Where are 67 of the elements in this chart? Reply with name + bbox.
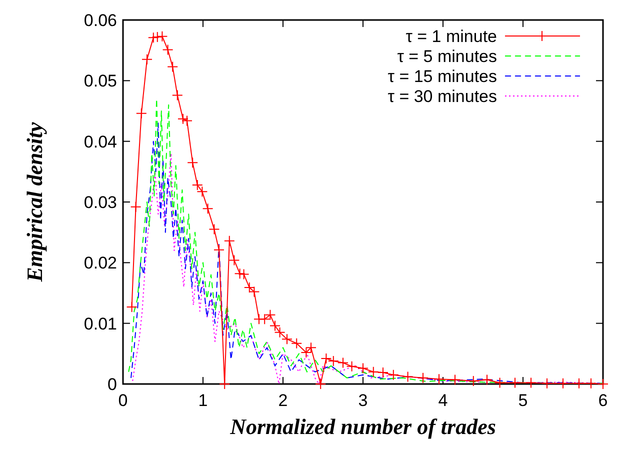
point (162, 44, 174, 56)
y-tick-label: 0.04 (84, 132, 117, 152)
point (300, 346, 312, 358)
point (187, 157, 198, 168)
x-tick-label: 1 (198, 391, 208, 410)
y-axis-title: Empirical density (22, 122, 47, 283)
point (182, 115, 192, 126)
point (402, 371, 414, 382)
point (574, 378, 584, 389)
point (259, 314, 270, 325)
point (494, 377, 506, 388)
point (202, 203, 214, 214)
point (306, 342, 316, 354)
point (142, 54, 152, 65)
point (346, 360, 358, 372)
point (598, 378, 608, 390)
point (228, 254, 240, 266)
point (214, 244, 224, 256)
legend-label: τ = 15 minutes (388, 67, 497, 86)
point (178, 113, 188, 124)
point (148, 32, 159, 44)
point (338, 357, 348, 368)
point (328, 355, 339, 366)
point (126, 301, 138, 312)
point (418, 372, 428, 384)
point (510, 377, 520, 388)
y-tick-label: 0.01 (84, 314, 117, 334)
legend-label: τ = 1 minute (406, 27, 497, 46)
point (264, 309, 276, 320)
point (238, 268, 250, 280)
point (315, 378, 326, 390)
x-tick-label: 4 (438, 391, 448, 410)
legend-label: τ = 5 minutes (397, 47, 497, 66)
point (320, 353, 332, 364)
point (291, 338, 302, 349)
point (586, 378, 596, 389)
point (558, 378, 568, 389)
point (136, 108, 147, 119)
point (482, 374, 492, 386)
x-tick-label: 2 (278, 391, 288, 410)
point (388, 369, 399, 380)
y-tick-label: 0.05 (84, 72, 117, 91)
y-tick-label: 0.06 (84, 11, 117, 30)
y-tick-label: 0.03 (84, 193, 117, 212)
legend-label: τ = 30 minutes (388, 87, 497, 106)
y-tick-label: 0 (108, 375, 117, 394)
point (358, 362, 368, 374)
point (468, 375, 479, 386)
point (542, 378, 552, 389)
y-tick-label: 0.02 (84, 254, 117, 273)
x-tick-label: 5 (518, 391, 528, 410)
point (224, 235, 235, 246)
x-tick-label: 6 (598, 391, 608, 410)
point (156, 30, 168, 42)
point (368, 366, 379, 378)
point (526, 377, 536, 388)
point (450, 374, 460, 386)
point (167, 61, 178, 72)
point (219, 378, 230, 390)
point (130, 201, 142, 212)
x-tick-label: 3 (358, 391, 368, 410)
x-axis-title: Normalized number of trades (229, 414, 496, 439)
point (434, 374, 444, 385)
point (208, 224, 220, 235)
point (234, 268, 246, 280)
point (172, 90, 183, 101)
point (152, 31, 163, 42)
